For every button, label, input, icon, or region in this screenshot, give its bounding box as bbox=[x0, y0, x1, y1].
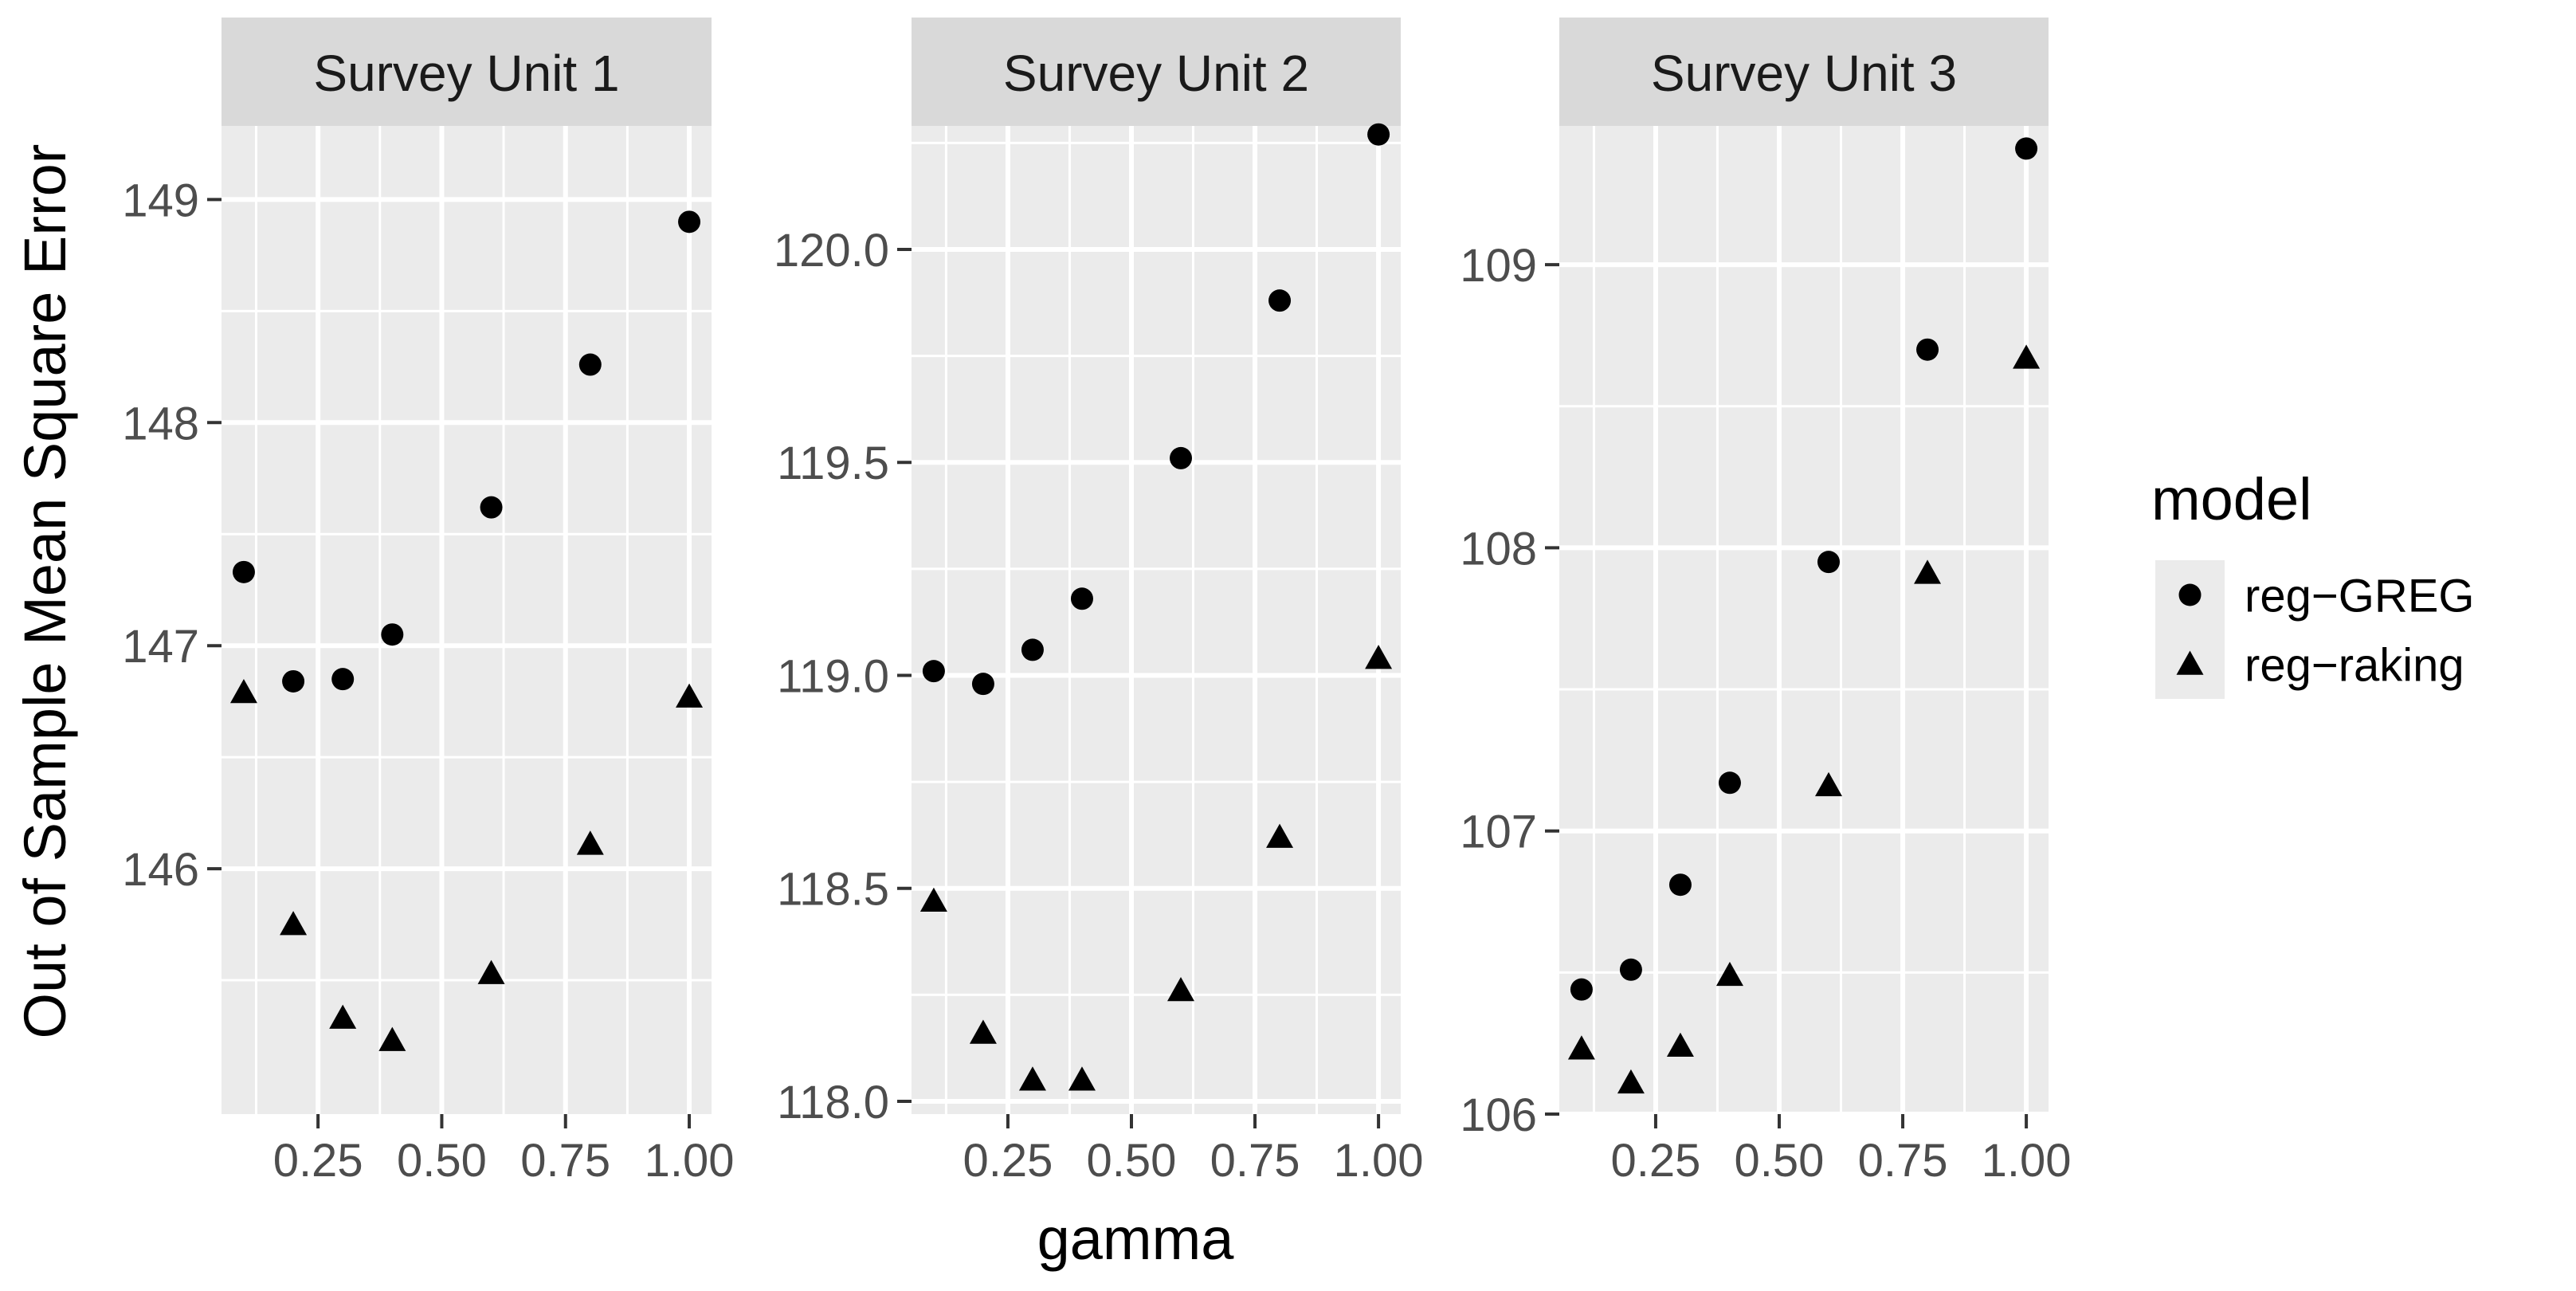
point-reg-greg bbox=[1817, 551, 1841, 574]
point-reg-greg bbox=[381, 623, 404, 646]
point-reg-greg bbox=[1070, 587, 1093, 610]
legend-entry: reg−raking bbox=[2155, 630, 2464, 699]
point-reg-raking bbox=[1365, 645, 1393, 669]
y-tick-label: 119.0 bbox=[777, 650, 889, 702]
point-reg-raking bbox=[1018, 1066, 1046, 1091]
y-tick-label: 119.5 bbox=[777, 438, 889, 489]
point-reg-greg bbox=[1668, 873, 1692, 897]
facet-strip bbox=[1559, 18, 2049, 126]
x-tick-label: 0.25 bbox=[1610, 1135, 1700, 1187]
x-tick-label: 0.50 bbox=[397, 1135, 487, 1187]
point-reg-raking bbox=[676, 683, 704, 708]
legend-triangle-icon bbox=[2176, 650, 2204, 675]
facets: Survey Unit 1 146 147 148 149 0.25 0.50 0.75 1.0… bbox=[122, 18, 2072, 1187]
point-reg-greg bbox=[331, 668, 355, 691]
panel-background bbox=[222, 126, 712, 1114]
x-tick-label: 1.00 bbox=[645, 1135, 735, 1187]
point-reg-greg bbox=[1570, 978, 1593, 1001]
point-reg-raking bbox=[969, 1019, 997, 1044]
y-tick-label: 118.5 bbox=[777, 864, 889, 916]
y-tick-label: 118.0 bbox=[777, 1077, 889, 1128]
y-tick-label: 147 bbox=[122, 621, 199, 673]
point-reg-raking bbox=[1617, 1069, 1645, 1094]
legend-label: reg−GREG bbox=[2245, 571, 2475, 622]
point-reg-greg bbox=[480, 496, 503, 519]
y-tick-label: 108 bbox=[1460, 523, 1537, 575]
x-tick-label: 0.25 bbox=[273, 1135, 363, 1187]
y-tick-label: 146 bbox=[122, 844, 199, 896]
point-reg-raking bbox=[329, 1004, 357, 1029]
x-tick-label: 0.25 bbox=[963, 1135, 1053, 1187]
legend-title: model bbox=[2151, 466, 2312, 532]
y-tick-label: 109 bbox=[1460, 240, 1537, 292]
facet-panel-1: Survey Unit 1 146 147 148 149 0.25 0.50 0.75 1.0… bbox=[122, 18, 734, 1187]
y-tick-label: 107 bbox=[1460, 806, 1537, 858]
point-reg-greg bbox=[1170, 446, 1193, 469]
point-reg-raking bbox=[1567, 1035, 1595, 1060]
point-reg-greg bbox=[2015, 137, 2038, 160]
facet-title: Survey Unit 2 bbox=[1003, 45, 1309, 102]
point-reg-raking bbox=[2013, 344, 2041, 369]
x-tick-label: 1.00 bbox=[1982, 1135, 2072, 1187]
x-tick-label: 0.50 bbox=[1087, 1135, 1177, 1187]
facet-title: Survey Unit 1 bbox=[313, 45, 619, 102]
point-reg-raking bbox=[919, 887, 947, 912]
point-reg-greg bbox=[1718, 771, 1741, 795]
legend-circle-icon bbox=[2178, 583, 2202, 606]
legend: model reg−GREG reg−raking bbox=[2151, 466, 2475, 699]
point-reg-raking bbox=[280, 911, 308, 936]
point-reg-greg bbox=[678, 210, 701, 233]
legend-keys: reg−GREG reg−raking bbox=[2155, 560, 2475, 699]
y-tick-label: 120.0 bbox=[774, 225, 889, 277]
legend-label: reg−raking bbox=[2245, 640, 2464, 692]
x-axis-title: gamma bbox=[1037, 1206, 1235, 1272]
point-reg-greg bbox=[971, 673, 994, 696]
point-reg-raking bbox=[378, 1026, 406, 1051]
point-reg-greg bbox=[1021, 638, 1044, 661]
point-reg-raking bbox=[1068, 1066, 1096, 1091]
point-reg-greg bbox=[232, 560, 255, 583]
point-reg-greg bbox=[922, 660, 945, 683]
point-reg-raking bbox=[1666, 1032, 1694, 1057]
y-axis-title: Out of Sample Mean Square Error bbox=[12, 144, 78, 1039]
point-reg-greg bbox=[578, 353, 602, 376]
facet-strip bbox=[222, 18, 712, 126]
facet-title: Survey Unit 3 bbox=[1651, 45, 1957, 102]
point-reg-raking bbox=[1914, 559, 1942, 584]
legend-entry: reg−GREG bbox=[2155, 560, 2475, 630]
point-reg-raking bbox=[229, 678, 257, 704]
point-reg-raking bbox=[576, 830, 604, 855]
point-reg-raking bbox=[1167, 977, 1195, 1002]
panel-background bbox=[912, 126, 1401, 1114]
point-reg-greg bbox=[1916, 338, 1939, 361]
point-reg-greg bbox=[1268, 289, 1292, 312]
y-tick-label: 106 bbox=[1460, 1089, 1537, 1141]
point-reg-raking bbox=[477, 959, 505, 984]
x-tick-label: 0.75 bbox=[1858, 1135, 1948, 1187]
point-reg-raking bbox=[1266, 823, 1294, 848]
point-reg-greg bbox=[1619, 958, 1642, 981]
y-tick-label: 149 bbox=[122, 175, 199, 226]
point-reg-raking bbox=[1715, 961, 1743, 987]
point-reg-greg bbox=[1367, 123, 1390, 146]
facet-panel-3: Survey Unit 3 106 107 108 109 0.25 0.50 0.75 1.0… bbox=[1460, 18, 2072, 1187]
x-tick-label: 0.75 bbox=[1210, 1135, 1300, 1187]
x-tick-label: 1.00 bbox=[1334, 1135, 1424, 1187]
facet-panel-2: Survey Unit 2 118.0 118.5 119.0 119.5 120.0 0.… bbox=[774, 18, 1424, 1187]
x-tick-label: 0.50 bbox=[1735, 1135, 1825, 1187]
y-tick-label: 148 bbox=[122, 398, 199, 449]
point-reg-raking bbox=[1815, 771, 1843, 797]
point-reg-greg bbox=[282, 669, 305, 693]
panel-background bbox=[1559, 126, 2049, 1114]
x-tick-label: 0.75 bbox=[520, 1135, 610, 1187]
facet-strip bbox=[912, 18, 1401, 126]
